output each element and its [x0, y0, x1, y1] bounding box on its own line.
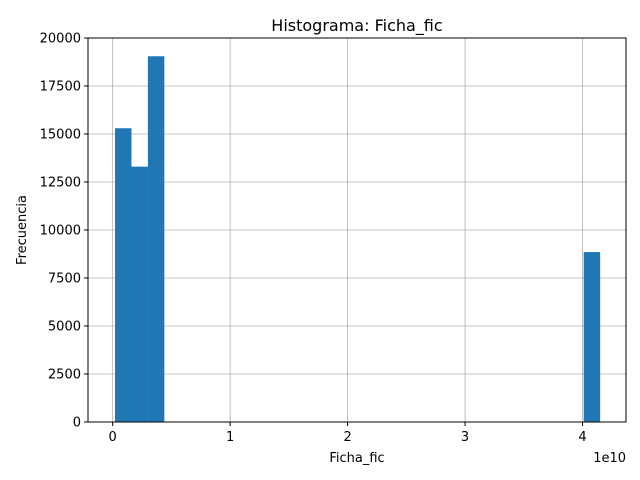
y-axis-label: Frecuencia — [15, 195, 30, 265]
x-axis-label: Ficha_fic — [329, 451, 384, 466]
y-tick-label: 15000 — [40, 128, 81, 143]
x-axis-ticks: 0 1 2 3 4 — [109, 422, 587, 445]
chart-title: Histograma: Ficha_fic — [271, 16, 442, 36]
x-tick-label: 3 — [461, 430, 469, 445]
y-tick-label: 20000 — [40, 32, 81, 47]
y-axis-ticks: 0 2500 5000 7500 10000 12500 15000 17500 20000 — [40, 32, 88, 431]
x-tick-label: 0 — [109, 430, 117, 445]
histogram-bar — [147, 56, 165, 423]
y-tick-label: 17500 — [40, 80, 81, 95]
x-tick-label: 1 — [226, 430, 234, 445]
histogram-bars — [115, 56, 601, 423]
x-tick-label: 2 — [343, 430, 351, 445]
y-tick-label: 10000 — [40, 224, 81, 239]
x-tick-label: 4 — [578, 430, 586, 445]
y-tick-label: 0 — [73, 416, 81, 431]
grid-lines — [88, 37, 626, 423]
y-tick-label: 2500 — [48, 368, 81, 383]
histogram-bar — [583, 252, 601, 422]
y-tick-label: 12500 — [40, 176, 81, 191]
x-axis-offset-label: 1e10 — [593, 451, 626, 466]
histogram-bar — [131, 166, 148, 422]
histogram-bar — [115, 128, 132, 423]
y-tick-label: 5000 — [48, 320, 81, 335]
y-tick-label: 7500 — [48, 272, 81, 287]
